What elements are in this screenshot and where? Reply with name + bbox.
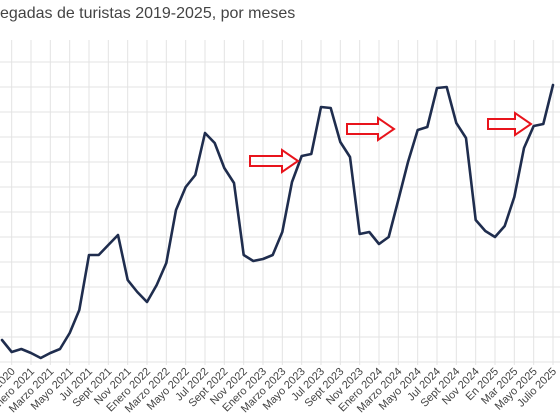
grid bbox=[0, 40, 560, 365]
chart-title: egadas de turistas 2019-2025, por meses bbox=[0, 5, 295, 22]
arrow bbox=[346, 116, 396, 142]
arrow bbox=[249, 148, 300, 174]
arrow bbox=[487, 111, 533, 137]
line-series bbox=[0, 83, 555, 360]
arrows bbox=[249, 111, 533, 174]
